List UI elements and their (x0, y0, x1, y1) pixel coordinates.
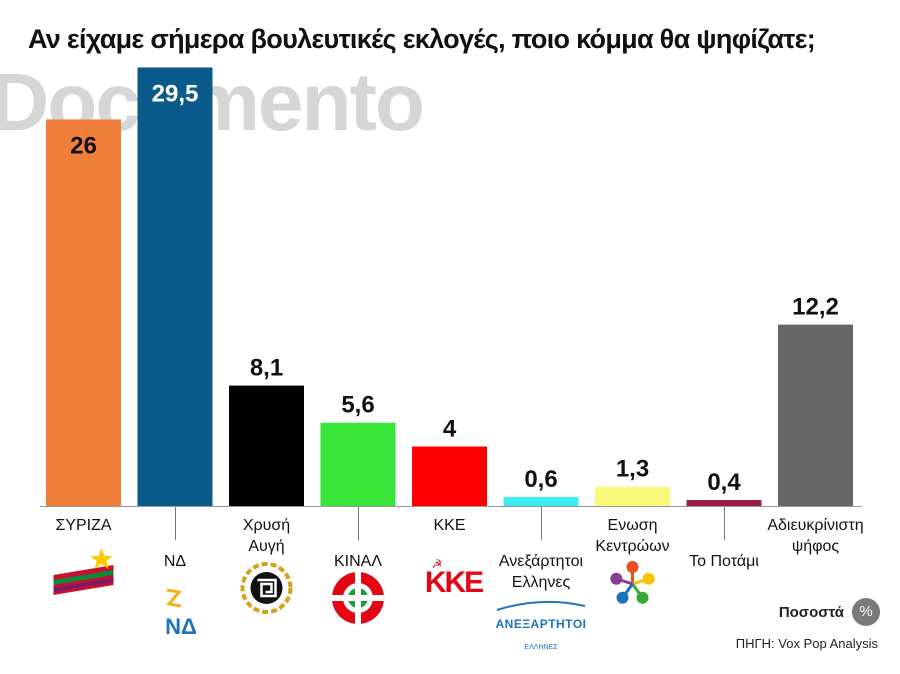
bar (137, 67, 213, 506)
golden-dawn-logo-icon (240, 562, 293, 614)
category-label: ψήφος (792, 538, 840, 555)
nd-logo-icon: ΝΔ (165, 588, 197, 639)
unit-label: Ποσοστά (778, 604, 844, 621)
percent-badge: % (852, 598, 880, 626)
value-label: 8,1 (250, 355, 283, 382)
value-label: 12,2 (792, 294, 839, 321)
bar (595, 486, 670, 506)
value-label: 1,3 (616, 456, 649, 483)
category-label: Κεντρώων (595, 538, 669, 555)
category-label: Χρυσή (243, 517, 290, 534)
svg-text:ΝΔ: ΝΔ (165, 614, 197, 639)
bar (503, 497, 579, 506)
bar (778, 324, 853, 506)
bar (46, 119, 121, 506)
value-label: 26 (70, 132, 97, 159)
bar (686, 500, 762, 506)
kinal-logo-icon (330, 570, 386, 626)
category-label: ΚΚΕ (433, 517, 465, 534)
value-label: 5,6 (341, 392, 374, 419)
union-centrists-logo-icon (610, 561, 655, 604)
svg-text:☭: ☭ (432, 557, 443, 571)
chart-title: Αν είχαμε σήμερα βουλευτικές εκλογές, πο… (28, 24, 816, 54)
value-label: 4 (443, 416, 457, 443)
bar (229, 385, 304, 506)
source-note: ΠΗΓΗ: Vox Pop Analysis (735, 636, 878, 651)
category-label: Ελληνες (512, 574, 571, 591)
svg-text:ΑΝΕΞΑΡΤΗΤΟΙ: ΑΝΕΞΑΡΤΗΤΟΙ (495, 617, 586, 631)
bar (320, 422, 396, 506)
category-label: Αυγή (248, 538, 284, 555)
kke-logo-icon: ΚΚΕ☭ (425, 557, 485, 599)
value-label: 29,5 (152, 80, 199, 107)
value-label: 0,4 (707, 469, 741, 496)
category-label: Το Ποτάμι (689, 553, 759, 570)
value-label: 0,6 (524, 466, 557, 493)
category-label: ΚΙΝΑΛ (334, 553, 382, 570)
svg-text:ΚΚΕ: ΚΚΕ (425, 566, 483, 599)
svg-text:ΕΛΛΗΝΕΣ: ΕΛΛΗΝΕΣ (524, 644, 558, 651)
syriza-logo-icon (53, 548, 114, 595)
category-label: Ενωση (608, 517, 658, 534)
bar (412, 446, 487, 506)
category-label: ΝΔ (164, 553, 187, 570)
category-label: Ανεξάρτητοι (499, 553, 584, 570)
category-label: ΣΥΡΙΖΑ (55, 517, 111, 534)
anel-logo-icon: ΑΝΕΞΑΡΤΗΤΟΙ ΕΛΛΗΝΕΣ (495, 600, 586, 651)
category-label: Αδιευκρίνιστη (767, 517, 863, 534)
